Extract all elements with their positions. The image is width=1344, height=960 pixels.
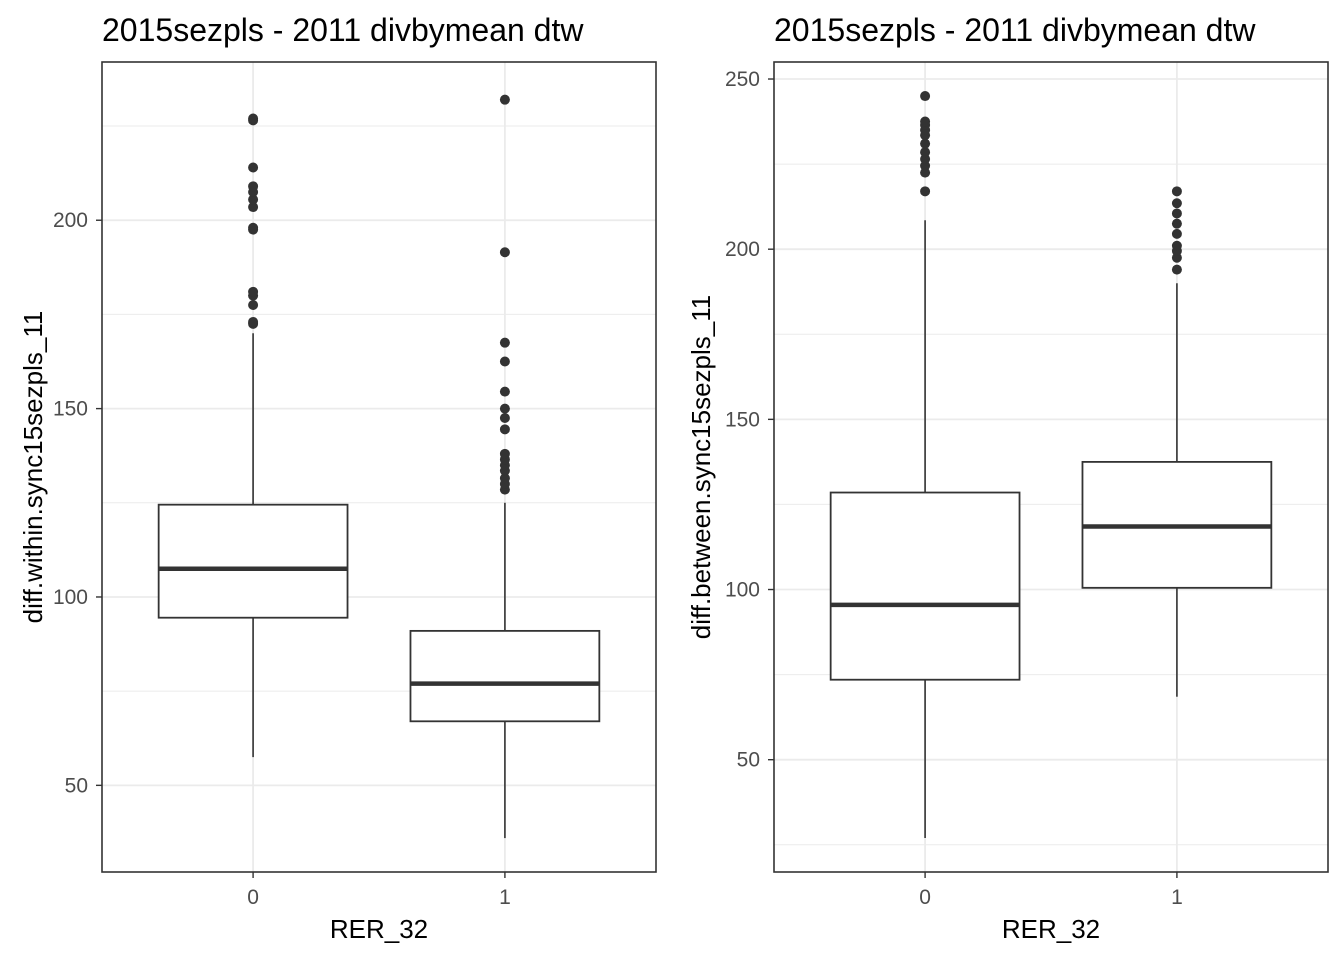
outlier-point-left-1: [499, 386, 510, 397]
panel-left: 50 100 150 200 0 1 2015sezpls - 2011 divbymean…: [18, 12, 657, 944]
x-axis-label-right: RER_32: [1002, 914, 1100, 944]
outlier-point-left-0: [248, 222, 259, 233]
outlier-point-left-1: [499, 94, 510, 105]
outlier-point-left-1: [499, 403, 510, 414]
x-tick-label-left: 0: [247, 886, 259, 909]
x-tick-label-right: 0: [919, 886, 931, 909]
panel-border-left: [101, 61, 657, 873]
y-tick-label-left: 200: [53, 209, 88, 232]
outlier-point-left-0: [248, 300, 259, 310]
y-tick-label-right: 250: [725, 68, 760, 91]
outlier-point-left-0: [248, 181, 259, 192]
x-tick-label-right: 1: [1171, 886, 1183, 909]
outlier-point-left-0: [248, 194, 259, 205]
outlier-point-left-0: [248, 162, 259, 173]
marks-layer-right: 50 100 150 200 250 0 1: [725, 68, 1273, 909]
outlier-point-right-0: [920, 147, 931, 158]
outlier-point-right-0: [920, 138, 931, 149]
outlier-point-left-1: [499, 356, 510, 367]
outlier-point-right-1: [1171, 198, 1182, 209]
outlier-point-left-0: [248, 316, 259, 327]
y-tick-label-left: 100: [53, 586, 88, 609]
chart-title-left: 2015sezpls - 2011 divbymean dtw: [102, 12, 584, 48]
outlier-point-left-1: [499, 424, 510, 435]
box-left-0: [157, 503, 349, 619]
outlier-point-right-0: [920, 116, 931, 127]
outlier-point-right-0: [920, 186, 931, 197]
outlier-point-right-1: [1171, 218, 1182, 229]
y-tick-label-right: 200: [725, 238, 760, 261]
y-axis-label-right: diff.between.sync15sezpls_11: [686, 295, 716, 640]
outlier-point-left-0: [248, 113, 259, 124]
outlier-point-left-1: [499, 247, 510, 258]
outlier-point-right-1: [1171, 264, 1182, 275]
box-left-1: [409, 629, 601, 723]
outlier-point-right-1: [1171, 240, 1182, 251]
panel-right: 50 100 150 200 250 0 1 2015sezpls - 2011 divbym…: [686, 12, 1329, 944]
y-tick-label-left: 50: [65, 774, 88, 797]
chart-title-right: 2015sezpls - 2011 divbymean dtw: [774, 12, 1256, 48]
y-tick-label-right: 150: [725, 408, 760, 431]
marks-layer-left: 50 100 150 200 0 1: [53, 94, 601, 909]
grid-layer-left: [102, 62, 656, 872]
box-right-0: [829, 491, 1021, 681]
outlier-point-right-0: [920, 91, 931, 102]
outlier-point-right-1: [1171, 228, 1182, 239]
outlier-point-left-1: [499, 473, 510, 484]
outlier-point-left-0: [248, 202, 259, 213]
y-axis-label-left: diff.within.sync15sezpls_11: [18, 311, 48, 624]
panel-border-right: [773, 61, 1329, 873]
outlier-point-left-0: [248, 286, 259, 297]
outlier-point-right-1: [1171, 186, 1182, 197]
outlier-point-left-1: [499, 448, 510, 459]
outlier-point-left-1: [499, 413, 510, 424]
y-tick-label-left: 150: [53, 398, 88, 421]
y-tick-label-right: 100: [725, 579, 760, 602]
x-axis-label-left: RER_32: [330, 914, 428, 944]
x-tick-label-left: 1: [499, 886, 511, 909]
outlier-point-left-1: [499, 337, 510, 348]
outlier-point-right-1: [1171, 208, 1182, 219]
y-tick-label-right: 50: [737, 749, 760, 772]
